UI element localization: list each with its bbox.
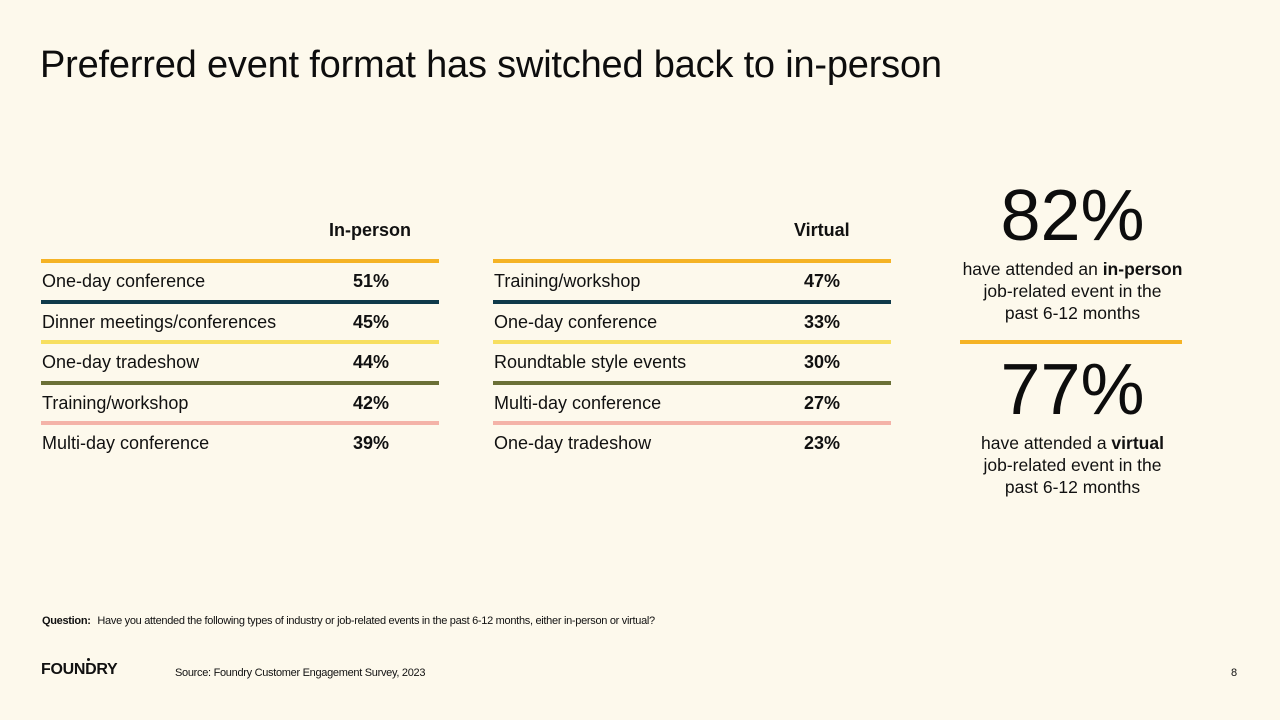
row-value: 47% [804, 271, 841, 291]
column-header-in-person: In-person [329, 220, 412, 240]
row-label: Training/workshop [494, 271, 641, 291]
virtual-table: Virtual Training/workshop 47% One-day co… [493, 218, 891, 462]
row-label: Multi-day conference [494, 392, 662, 413]
table-row: One-day tradeshow 44% [41, 340, 439, 381]
stat-text-rest: job-related event in the past 6-12 month… [983, 281, 1162, 323]
table-header: Virtual [493, 218, 891, 242]
stat-text-rest: job-related event in the past 6-12 month… [983, 455, 1162, 497]
logo-text: FOUNDRY [41, 661, 118, 678]
row-value: 33% [804, 311, 841, 332]
row-label: Multi-day conference [42, 433, 210, 453]
row-label: Dinner meetings/conferences [42, 311, 277, 332]
page-title: Preferred event format has switched back… [40, 44, 942, 86]
table-row: Multi-day conference 27% [493, 380, 891, 422]
survey-question: Question: Have you attended the followin… [42, 615, 655, 627]
table-row: One-day conference 51% [41, 259, 439, 300]
table-row: Training/workshop 42% [41, 380, 439, 422]
row-label: One-day tradeshow [42, 352, 200, 372]
table-rows: One-day conference 51% Dinner meetings/c… [41, 259, 439, 462]
page-number: 8 [1231, 667, 1238, 679]
question-label: Question: [42, 615, 91, 627]
table-row: One-day tradeshow 23% [493, 421, 891, 462]
column-header-virtual: Virtual [794, 220, 850, 240]
row-value: 39% [353, 433, 390, 453]
row-value: 42% [353, 392, 390, 413]
logo-dot-icon [87, 658, 90, 661]
row-label: One-day conference [494, 311, 658, 332]
source-note: Source: Foundry Customer Engagement Surv… [175, 667, 426, 679]
row-label: One-day tradeshow [494, 433, 652, 453]
stat-text: have attended a [981, 433, 1112, 453]
row-value: 51% [353, 271, 390, 291]
in-person-table: In-person One-day conference 51% Dinner … [41, 218, 439, 462]
row-label: Training/workshop [42, 392, 189, 413]
row-value: 45% [353, 311, 390, 332]
stat-emphasis: virtual [1111, 433, 1164, 453]
table-row: One-day conference 33% [493, 299, 891, 341]
table-header: In-person [41, 218, 439, 242]
stat-description: have attended a virtual job-related even… [950, 432, 1195, 498]
row-label: Roundtable style events [494, 352, 687, 372]
stat-virtual: 77% have attended a virtual job-related … [950, 354, 1195, 498]
stat-divider [960, 340, 1182, 344]
table-row: Multi-day conference 39% [41, 421, 439, 462]
table-row: Dinner meetings/conferences 45% [41, 299, 439, 341]
table-row: Roundtable style events 30% [493, 340, 891, 381]
stat-description: have attended an in-person job-related e… [950, 258, 1195, 324]
stat-value: 77% [1000, 350, 1145, 430]
table-rows: Training/workshop 47% One-day conference… [493, 259, 891, 462]
question-text: Have you attended the following types of… [97, 615, 655, 627]
row-value: 23% [804, 433, 841, 453]
stat-in-person: 82% have attended an in-person job-relat… [950, 180, 1195, 324]
row-value: 27% [804, 392, 841, 413]
row-value: 44% [353, 352, 390, 372]
foundry-logo: FOUNDRY [41, 658, 118, 679]
stat-text: have attended an [962, 259, 1103, 279]
table-row: Training/workshop 47% [493, 259, 891, 300]
stat-value: 82% [1000, 176, 1145, 256]
row-value: 30% [804, 352, 841, 372]
stat-emphasis: in-person [1102, 259, 1183, 279]
row-label: One-day conference [42, 271, 206, 291]
